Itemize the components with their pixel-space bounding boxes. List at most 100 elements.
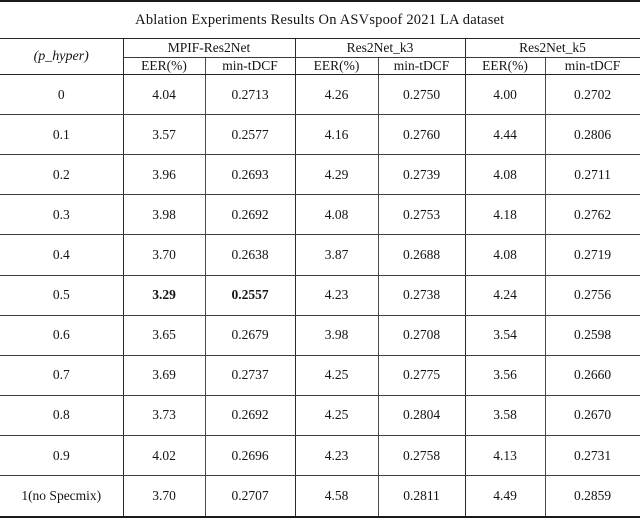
subheader-eer-k5: EER(%): [465, 57, 546, 75]
row-header-p-hyper: (p_hyper): [0, 38, 124, 75]
cell-value: 4.18: [465, 194, 546, 236]
cell-value: 0.2739: [378, 154, 466, 196]
cell-value: 3.70: [123, 475, 206, 518]
cell-value: 3.56: [465, 355, 546, 396]
cell-value: 3.73: [123, 395, 206, 436]
cell-value: 0.2707: [205, 475, 296, 518]
cell-value: 4.58: [295, 475, 379, 518]
row-label: 0.6: [0, 315, 124, 356]
cell-value: 0.2859: [545, 475, 640, 518]
cell-value: 0.2688: [378, 234, 466, 276]
cell-value: 4.25: [295, 355, 379, 396]
cell-value: 0.2804: [378, 395, 466, 436]
cell-value: 0.2758: [378, 435, 466, 477]
row-label: 0.5: [0, 275, 124, 316]
table-title-row: Ablation Experiments Results On ASVspoof…: [0, 1, 640, 39]
table-row: 0 4.04 0.2713 4.26 0.2750 4.00 0.2702: [0, 74, 640, 116]
row-label: 0.3: [0, 194, 124, 236]
cell-value: 4.44: [465, 114, 546, 156]
row-label: 1(no Specmix): [0, 475, 124, 518]
cell-value: 0.2753: [378, 194, 466, 236]
cell-value-best: 0.2557: [205, 275, 296, 316]
table-row: 0.2 3.96 0.2693 4.29 0.2739 4.08 0.2711: [0, 154, 640, 196]
cell-value: 3.65: [123, 315, 206, 356]
row-label: 0.4: [0, 234, 124, 276]
row-label: 0.8: [0, 395, 124, 436]
cell-value: 0.2660: [545, 355, 640, 396]
group-label-res2net-k3: Res2Net_k3: [295, 38, 466, 58]
cell-value: 0.2806: [545, 114, 640, 156]
table-row: 0.6 3.65 0.2679 3.98 0.2708 3.54 0.2598: [0, 315, 640, 356]
cell-value: 0.2702: [545, 74, 640, 116]
cell-value: 4.26: [295, 74, 379, 116]
cell-value: 0.2750: [378, 74, 466, 116]
table-row: 0.4 3.70 0.2638 3.87 0.2688 4.08 0.2719: [0, 234, 640, 276]
cell-value: 0.2711: [545, 154, 640, 196]
cell-value: 0.2708: [378, 315, 466, 356]
cell-value: 0.2638: [205, 234, 296, 276]
cell-value-best: 3.29: [123, 275, 206, 316]
table-row: 0.1 3.57 0.2577 4.16 0.2760 4.44 0.2806: [0, 114, 640, 156]
cell-value: 3.54: [465, 315, 546, 356]
cell-value: 3.70: [123, 234, 206, 276]
cell-value: 3.96: [123, 154, 206, 196]
cell-value: 4.08: [465, 234, 546, 276]
cell-value: 3.69: [123, 355, 206, 396]
cell-value: 3.57: [123, 114, 206, 156]
cell-value: 3.87: [295, 234, 379, 276]
table-row: 0.3 3.98 0.2692 4.08 0.2753 4.18 0.2762: [0, 194, 640, 236]
row-label: 0.9: [0, 435, 124, 477]
cell-value: 3.58: [465, 395, 546, 436]
subheader-eer-k3: EER(%): [295, 57, 379, 75]
subheader-tdcf-mpif: min-tDCF: [205, 57, 296, 75]
cell-value: 3.98: [123, 194, 206, 236]
sub-header-row: EER(%) min-tDCF EER(%) min-tDCF EER(%) m…: [0, 57, 640, 75]
cell-value: 0.2713: [205, 74, 296, 116]
cell-value: 0.2693: [205, 154, 296, 196]
cell-value: 4.24: [465, 275, 546, 316]
subheader-eer-mpif: EER(%): [123, 57, 206, 75]
cell-value: 0.2719: [545, 234, 640, 276]
cell-value: 4.29: [295, 154, 379, 196]
cell-value: 0.2738: [378, 275, 466, 316]
cell-value: 4.25: [295, 395, 379, 436]
cell-value: 0.2811: [378, 475, 466, 518]
cell-value: 4.23: [295, 275, 379, 316]
cell-value: 0.2692: [205, 194, 296, 236]
table-row: 0.9 4.02 0.2696 4.23 0.2758 4.13 0.2731: [0, 435, 640, 477]
table-row: 0.7 3.69 0.2737 4.25 0.2775 3.56 0.2660: [0, 355, 640, 396]
row-label: 0.2: [0, 154, 124, 196]
group-header-row: (p_hyper) MPIF-Res2Net Res2Net_k3 Res2Ne…: [0, 38, 640, 75]
cell-value: 4.23: [295, 435, 379, 477]
cell-value: 4.13: [465, 435, 546, 477]
row-label: 0: [0, 74, 124, 116]
cell-value: 0.2775: [378, 355, 466, 396]
group-label-mpif-res2net: MPIF-Res2Net: [123, 38, 296, 58]
cell-value: 4.08: [295, 194, 379, 236]
table-row: 1(no Specmix) 3.70 0.2707 4.58 0.2811 4.…: [0, 475, 640, 518]
cell-value: 4.04: [123, 74, 206, 116]
cell-value: 4.08: [465, 154, 546, 196]
table-title: Ablation Experiments Results On ASVspoof…: [0, 1, 640, 39]
cell-value: 4.49: [465, 475, 546, 518]
cell-value: 0.2670: [545, 395, 640, 436]
cell-value: 4.16: [295, 114, 379, 156]
cell-value: 0.2731: [545, 435, 640, 477]
group-label-res2net-k5: Res2Net_k5: [465, 38, 640, 58]
cell-value: 0.2692: [205, 395, 296, 436]
row-label: 0.1: [0, 114, 124, 156]
row-label: 0.7: [0, 355, 124, 396]
subheader-tdcf-k3: min-tDCF: [378, 57, 466, 75]
cell-value: 0.2696: [205, 435, 296, 477]
cell-value: 0.2762: [545, 194, 640, 236]
table-row: 0.8 3.73 0.2692 4.25 0.2804 3.58 0.2670: [0, 395, 640, 436]
cell-value: 4.00: [465, 74, 546, 116]
cell-value: 0.2679: [205, 315, 296, 356]
subheader-tdcf-k5: min-tDCF: [545, 57, 640, 75]
cell-value: 4.02: [123, 435, 206, 477]
cell-value: 0.2756: [545, 275, 640, 316]
cell-value: 0.2598: [545, 315, 640, 356]
cell-value: 3.98: [295, 315, 379, 356]
